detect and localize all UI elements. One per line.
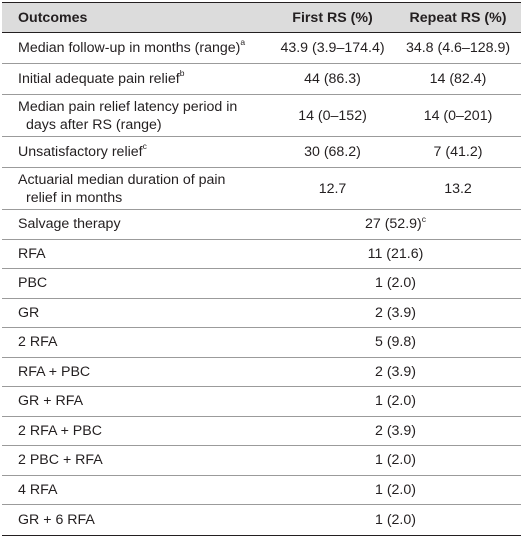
footnote-marker: c xyxy=(421,213,427,224)
footnote-marker: a xyxy=(240,37,246,48)
row-label: Salvage therapy xyxy=(18,216,121,233)
salvage-item-value: 1 (2.0) xyxy=(374,275,416,292)
table-row: GR + RFA 1 (2.0) xyxy=(2,387,521,417)
row-label: 2 RFA xyxy=(18,334,58,351)
outcomes-table: Outcomes First RS (%) Repeat RS (%) Medi… xyxy=(2,2,521,536)
footnote-marker: b xyxy=(179,68,185,79)
salvage-item-value: 5 (9.8) xyxy=(374,334,416,351)
header-outcomes: Outcomes xyxy=(18,9,88,26)
first-rs-value: 30 (68.2) xyxy=(304,144,361,160)
first-rs-value: 44 (86.3) xyxy=(304,71,361,87)
row-label: PBC xyxy=(18,275,48,292)
row-label: Unsatisfactory reliefc xyxy=(18,141,147,160)
first-rs-value: 43.9 (3.9–174.4) xyxy=(280,40,385,56)
repeat-rs-value: 14 (82.4) xyxy=(429,71,487,87)
first-rs-value: 14 (0–152) xyxy=(298,107,367,124)
table-row: 2 RFA + PBC 2 (3.9) xyxy=(2,417,521,446)
table-row: 2 RFA 5 (9.8) xyxy=(2,328,521,358)
repeat-rs-value: 34.8 (4.6–128.9) xyxy=(405,40,511,56)
row-label: RFA + PBC xyxy=(18,363,91,380)
repeat-rs-value: 7 (41.2) xyxy=(433,144,483,160)
row-label: GR + RFA xyxy=(18,393,84,410)
table-row: Median pain relief latency period in days… xyxy=(2,95,521,137)
salvage-item-value: 1 (2.0) xyxy=(374,511,416,528)
salvage-item-value: 1 (2.0) xyxy=(374,393,416,410)
table-row: 2 PBC + RFA 1 (2.0) xyxy=(2,446,521,476)
table-row: RFA 11 (21.6) xyxy=(2,240,521,269)
salvage-item-value: 1 (2.0) xyxy=(374,452,416,469)
table-row: GR 2 (3.9) xyxy=(2,299,521,328)
footnote-marker: c xyxy=(142,141,147,152)
row-label: Median follow-up in months (range)a xyxy=(18,37,246,56)
table-row: PBC 1 (2.0) xyxy=(2,269,521,299)
header-repeat-rs: Repeat RS (%) xyxy=(409,9,507,26)
row-label: RFA xyxy=(18,245,46,262)
first-rs-value: 12.7 xyxy=(318,180,347,197)
salvage-item-value: 2 (3.9) xyxy=(374,304,416,321)
salvage-value: 27 (52.9)c xyxy=(364,213,427,233)
salvage-item-value: 11 (21.6) xyxy=(367,245,424,262)
table-row: 4 RFA 1 (2.0) xyxy=(2,476,521,505)
salvage-item-value: 2 (3.9) xyxy=(374,363,416,380)
row-label: GR + 6 RFA xyxy=(18,511,95,528)
repeat-rs-value: 14 (0–201) xyxy=(423,107,493,124)
table-row: Unsatisfactory reliefc 30 (68.2) 7 (41.2… xyxy=(2,137,521,168)
table-row: Initial adequate pain reliefb 44 (86.3) … xyxy=(2,64,521,95)
header-first-rs: First RS (%) xyxy=(292,9,373,26)
repeat-rs-value: 13.2 xyxy=(444,180,472,197)
table-row: GR + 6 RFA 1 (2.0) xyxy=(2,505,521,535)
row-label: 2 PBC + RFA xyxy=(18,452,103,469)
row-label: Initial adequate pain reliefb xyxy=(18,68,185,87)
table-row: Actuarial median duration of pain relief … xyxy=(2,168,521,210)
salvage-therapy-row: Salvage therapy 27 (52.9)c xyxy=(2,210,521,240)
salvage-item-value: 2 (3.9) xyxy=(374,422,416,439)
row-label: 4 RFA xyxy=(18,481,58,498)
salvage-item-value: 1 (2.0) xyxy=(374,481,416,498)
row-label: 2 RFA + PBC xyxy=(18,422,102,439)
row-label: Actuarial median duration of pain relief … xyxy=(18,171,226,206)
row-label: Median pain relief latency period in days… xyxy=(18,98,238,133)
table-header-row: Outcomes First RS (%) Repeat RS (%) xyxy=(2,3,521,33)
table-row: RFA + PBC 2 (3.9) xyxy=(2,358,521,387)
row-label: GR xyxy=(18,304,40,321)
table-row: Median follow-up in months (range)a 43.9… xyxy=(2,33,521,64)
